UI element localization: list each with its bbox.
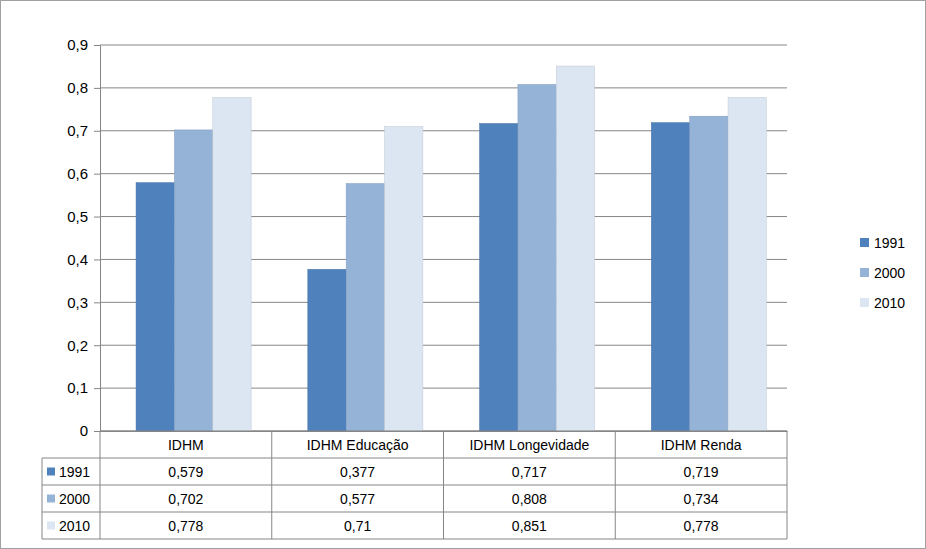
y-tick-mark	[94, 217, 100, 218]
chart: 0 0,1 0,2 0,3 0,4 0,5 0,6 0,7 0,8 0,9 IDHM IDHM Edu…	[0, 0, 926, 549]
y-axis: 0 0,1 0,2 0,3 0,4 0,5 0,6 0,7 0,8 0,9	[67, 36, 100, 439]
table-row-label: 2010	[59, 518, 90, 534]
bar	[728, 97, 766, 431]
grid-line	[100, 87, 787, 88]
y-tick: 0,8	[67, 79, 100, 96]
grid	[100, 45, 787, 431]
y-tick: 0,1	[67, 379, 100, 396]
y-tick-label: 0,6	[67, 165, 88, 182]
table-value: 0,778	[684, 518, 719, 534]
y-tick-mark	[94, 345, 100, 346]
grid-line	[100, 45, 787, 46]
table-rule	[443, 431, 444, 539]
table-key	[47, 522, 55, 530]
table-rule	[42, 512, 787, 513]
y-tick-mark	[94, 45, 100, 46]
bar-series	[174, 84, 728, 431]
x-tick: IDHM Longevidade	[469, 431, 589, 453]
x-tick: IDHM Renda	[661, 431, 742, 453]
table-value: 0,734	[684, 491, 719, 507]
y-tick-label: 0,5	[67, 208, 88, 225]
x-tick-label: IDHM Educação	[307, 437, 409, 453]
x-tick-label: IDHM Renda	[661, 437, 742, 453]
table-value: 0,377	[340, 464, 375, 480]
bar	[556, 66, 594, 431]
x-tick: IDHM	[168, 431, 204, 453]
x-tick-label: IDHM	[168, 437, 204, 453]
table-value: 0,719	[684, 464, 719, 480]
y-tick: 0,7	[67, 122, 100, 139]
table-rule	[100, 431, 101, 539]
table-value: 0,579	[168, 464, 203, 480]
y-tick-mark	[94, 388, 100, 389]
y-tick-mark	[94, 302, 100, 303]
table-key	[47, 495, 55, 503]
bar-series	[213, 66, 767, 431]
legend-key	[860, 238, 869, 247]
table-value: 0,717	[512, 464, 547, 480]
legend-key	[860, 298, 869, 307]
table-rule	[42, 539, 787, 540]
table-rule	[615, 431, 616, 539]
bar	[690, 116, 728, 431]
table-rule	[42, 485, 787, 486]
y-axis-line	[94, 46, 101, 432]
bar	[518, 84, 556, 431]
y-tick-mark	[94, 431, 100, 432]
y-tick-mark	[94, 88, 100, 89]
table-rule	[42, 458, 43, 539]
bars	[136, 66, 766, 431]
y-tick: 0,5	[67, 208, 100, 225]
bar	[136, 183, 174, 431]
legend-label: 1991	[874, 235, 905, 251]
x-tick-label: IDHM Longevidade	[469, 437, 589, 453]
table-value: 0,71	[344, 518, 371, 534]
table-value: 0,778	[168, 518, 203, 534]
table-row-label: 1991	[59, 464, 90, 480]
bar	[213, 97, 251, 431]
legend-label: 2000	[874, 265, 905, 281]
y-tick-label: 0,7	[67, 122, 88, 139]
y-tick: 0,3	[67, 294, 100, 311]
y-tick: 0,6	[67, 165, 100, 182]
y-tick-label: 0,2	[67, 337, 88, 354]
legend-label: 2010	[874, 295, 905, 311]
table-row-label: 2000	[59, 491, 90, 507]
y-tick-label: 0,4	[67, 251, 88, 268]
y-tick-label: 0,8	[67, 79, 88, 96]
y-tick-label: 0,9	[67, 36, 88, 53]
bar	[385, 126, 423, 431]
table-value: 0,808	[512, 491, 547, 507]
table-rule	[271, 431, 272, 539]
table-value: 0,702	[168, 491, 203, 507]
y-tick-label: 0,1	[67, 379, 88, 396]
y-tick: 0,2	[67, 337, 100, 354]
table-value: 0,851	[512, 518, 547, 534]
legend-key	[860, 268, 869, 277]
legend: 1991 2000 2010	[860, 235, 905, 311]
data-table: 1991 0,579 0,377 0,717 0,719 2000 0,702 0,577 0,…	[42, 431, 787, 539]
y-tick-mark	[94, 259, 100, 260]
chart-border	[1, 1, 926, 549]
x-tick: IDHM Educação	[307, 431, 409, 453]
y-tick-mark	[94, 174, 100, 175]
table-rule	[42, 458, 787, 459]
y-tick: 0,9	[67, 36, 100, 53]
bar	[480, 123, 518, 431]
bar	[651, 123, 689, 431]
table-value: 0,577	[340, 491, 375, 507]
y-tick: 0,4	[67, 251, 100, 268]
y-tick-mark	[94, 131, 100, 132]
table-rule	[787, 431, 788, 539]
bar	[174, 130, 212, 431]
table-key	[47, 468, 55, 476]
y-tick-label: 0,3	[67, 294, 88, 311]
bar	[346, 184, 384, 431]
y-tick-label: 0	[80, 422, 88, 439]
bar	[308, 269, 346, 431]
y-tick: 0	[80, 422, 100, 439]
